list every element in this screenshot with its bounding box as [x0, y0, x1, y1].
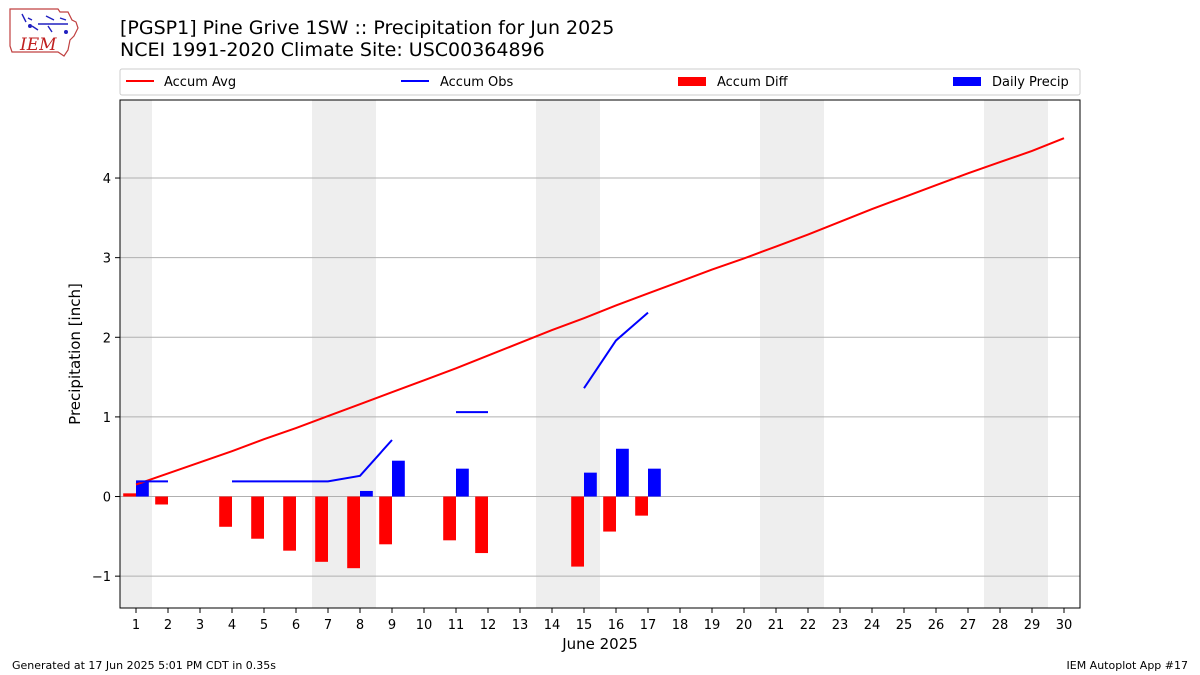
weekend-band [760, 100, 824, 608]
x-tick-label: 18 [672, 618, 689, 633]
x-tick-label: 14 [544, 618, 561, 633]
legend-accum-avg-label: Accum Avg [164, 75, 236, 90]
accum-diff-bar [603, 496, 616, 532]
x-axis-label: June 2025 [561, 635, 638, 653]
daily-precip-bar [648, 468, 661, 497]
weekend-band [536, 100, 600, 608]
weekend-band [120, 100, 152, 608]
x-tick-label: 8 [356, 618, 364, 633]
x-tick-label: 28 [992, 618, 1009, 633]
x-tick-label: 4 [228, 618, 236, 633]
iem-logo: IEM [9, 8, 79, 57]
x-tick-label: 17 [640, 618, 657, 633]
y-tick-label: 4 [103, 172, 111, 187]
x-tick-label: 6 [292, 618, 300, 633]
legend-daily-precip-label: Daily Precip [992, 75, 1069, 90]
daily-precip-bar [360, 490, 373, 497]
accum-diff-bar [635, 496, 648, 516]
chart-subtitle: NCEI 1991-2020 Climate Site: USC00364896 [120, 39, 545, 61]
y-tick-label: 1 [103, 411, 111, 426]
chart-title: [PGSP1] Pine Grive 1SW :: Precipitation … [120, 17, 615, 39]
accum-obs-line [232, 439, 393, 483]
grid-lines [120, 177, 1080, 577]
x-tick-label: 12 [480, 618, 497, 633]
x-tick-label: 23 [832, 618, 849, 633]
daily-precip-bar [136, 481, 149, 497]
accum-diff-bar [571, 496, 584, 567]
x-tick-label: 26 [928, 618, 945, 633]
x-tick-label: 13 [512, 618, 529, 633]
accum-obs-line [583, 311, 649, 389]
y-axis-ticks: −1 0 1 2 3 4 [92, 172, 120, 585]
y-tick-label: −1 [92, 570, 111, 585]
y-tick-label: 0 [103, 491, 111, 506]
x-tick-label: 1 [132, 618, 140, 633]
x-tick-label: 29 [1024, 618, 1041, 633]
x-axis-ticks: 1 2 3 4 5 6 7 8 9 10 11 12 13 14 15 16 17 18 19 20 21 22 23 24 2… [132, 608, 1072, 633]
x-tick-label: 7 [324, 618, 332, 633]
accum-diff-bar [379, 496, 392, 545]
y-axis-label: Precipitation [inch] [66, 283, 84, 425]
x-tick-label: 2 [164, 618, 172, 633]
x-tick-label: 21 [768, 618, 785, 633]
legend-accum-diff-label: Accum Diff [717, 75, 789, 90]
legend-accum-diff-swatch [678, 77, 706, 86]
y-tick-label: 2 [103, 331, 111, 346]
x-tick-label: 3 [196, 618, 204, 633]
legend-accum-obs-label: Accum Obs [440, 75, 513, 90]
daily-precip-bar [392, 460, 405, 497]
x-tick-label: 22 [800, 618, 817, 633]
x-tick-label: 5 [260, 618, 268, 633]
daily-precip-bar [584, 472, 597, 497]
accum-diff-bar [347, 496, 360, 569]
x-tick-label: 20 [736, 618, 753, 633]
x-tick-label: 24 [864, 618, 881, 633]
x-tick-label: 19 [704, 618, 721, 633]
daily-precip-bars [136, 448, 661, 497]
daily-precip-bar [616, 448, 629, 497]
footer-generated: Generated at 17 Jun 2025 5:01 PM CDT in … [12, 659, 277, 672]
x-tick-label: 15 [576, 618, 593, 633]
accum-diff-bar [123, 493, 136, 497]
weekend-band [984, 100, 1048, 608]
accum-diff-bar [443, 496, 456, 541]
x-tick-label: 25 [896, 618, 913, 633]
x-tick-label: 27 [960, 618, 977, 633]
accum-diff-bar [475, 496, 488, 554]
x-tick-label: 9 [388, 618, 396, 633]
accum-diff-bar [219, 496, 232, 527]
y-tick-label: 3 [103, 252, 111, 267]
accum-diff-bar [315, 496, 328, 562]
legend: Accum Avg Accum Obs Accum Diff Daily Pre… [119, 68, 1081, 96]
plot-frame [119, 99, 1081, 609]
accum-diff-bar [283, 496, 296, 551]
accum-diff-bars [123, 493, 648, 569]
weekend-shading [120, 100, 1048, 608]
accum-diff-bar [251, 496, 264, 539]
footer-app: IEM Autoplot App #17 [1066, 659, 1189, 672]
x-tick-label: 10 [416, 618, 433, 633]
x-tick-label: 30 [1056, 618, 1073, 633]
accum-diff-bar [155, 496, 168, 505]
series-lines [135, 137, 1065, 486]
accum-avg-line [135, 137, 1065, 486]
logo-text: IEM [19, 35, 57, 55]
daily-precip-bar [456, 468, 469, 497]
x-tick-label: 16 [608, 618, 625, 633]
x-tick-label: 11 [448, 618, 465, 633]
legend-daily-precip-swatch [953, 77, 981, 86]
